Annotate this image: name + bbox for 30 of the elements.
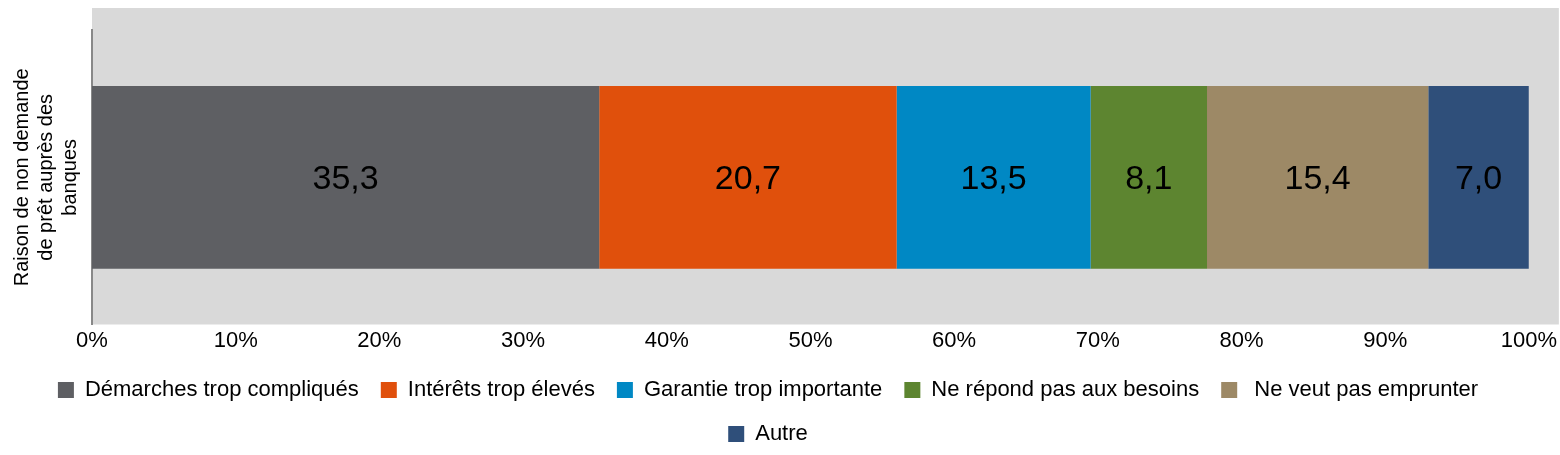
x-tick-label: 70% [1075,326,1120,352]
data-label: 13,5 [960,157,1027,196]
x-tick-label: 80% [1219,326,1264,352]
x-tick-label: 90% [1363,326,1408,352]
x-tick-label: 60% [932,326,977,352]
data-label: 7,0 [1454,157,1503,196]
bar [92,85,600,269]
bar [1090,85,1208,269]
x-tick-label: 30% [501,326,546,352]
x-tick-label: 100% [1500,326,1558,352]
data-label: 35,3 [312,157,379,196]
data-label: 15,4 [1284,157,1351,196]
bar [896,85,1091,269]
bar [1207,85,1429,269]
legend-label: Intérêts trop élevés [407,376,595,402]
x-tick-label: 20% [357,326,402,352]
legend-label: Ne répond pas aux besoins [931,376,1200,402]
x-tick-label: 0% [76,326,108,352]
x-tick-label: 10% [213,326,258,352]
bar [1428,85,1529,269]
data-label: 8,1 [1125,157,1173,196]
bar [599,85,897,269]
x-tick-label: 50% [788,326,833,352]
y-axis-title: Raison de non demande de prêt auprès des banques [9,68,80,287]
data-label: 20,7 [714,157,782,196]
legend-label: Garantie trop importante [643,376,883,402]
legend-label: Autre [755,420,808,446]
x-tick-label: 40% [644,326,689,352]
legend-label: Ne veut pas emprunter [1248,376,1479,402]
legend-label: Démarches trop compliqués [84,376,359,402]
